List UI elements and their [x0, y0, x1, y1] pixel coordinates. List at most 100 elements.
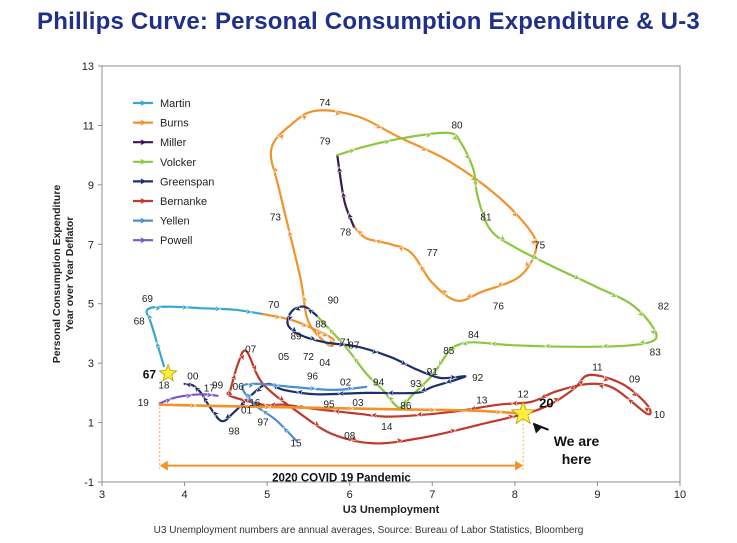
series-point-yellen — [309, 384, 317, 392]
series-point-volcker — [438, 358, 446, 367]
series-point-bernanke — [576, 379, 584, 388]
x-tick-label: 8 — [512, 489, 518, 501]
series-point-martin — [154, 305, 162, 313]
legend-marker-greenspan — [140, 178, 147, 185]
point-label-76: 76 — [493, 302, 505, 313]
page-title: Phillips Curve: Personal Consumption Exp… — [37, 8, 700, 35]
series-point-bernanke — [449, 427, 457, 435]
callout-layer: 67 20 We are here 2020 COVID 19 Pandemic — [143, 363, 600, 485]
star-67-marker — [158, 363, 178, 382]
series-point-2020-path — [189, 401, 197, 409]
series-point-burns — [529, 238, 537, 247]
y-axis-label-line: Personal Consumption Expenditure — [51, 185, 63, 364]
point-label-03: 03 — [352, 398, 364, 409]
series-miller — [336, 154, 355, 228]
series-point-burns — [287, 229, 295, 238]
series-point-volcker — [461, 339, 469, 347]
series-point-greenspan — [420, 385, 429, 393]
series-point-volcker — [543, 342, 551, 350]
point-label-85: 85 — [443, 346, 455, 357]
point-label-83: 83 — [650, 348, 662, 359]
series-point-volcker — [402, 397, 411, 405]
series-point-martin — [181, 303, 189, 311]
x-tick-label: 9 — [594, 489, 600, 501]
point-label-78: 78 — [340, 227, 352, 238]
series-point-volcker — [490, 340, 498, 348]
star-67-label: 67 — [143, 368, 157, 382]
point-label-69: 69 — [142, 294, 154, 305]
series-line-2020-path — [158, 403, 525, 415]
y-tick-label: 5 — [88, 299, 94, 311]
point-label-77: 77 — [427, 248, 439, 259]
series-point-greenspan — [399, 358, 408, 365]
series-point-2020-path — [346, 404, 354, 412]
series-point-bernanke — [510, 399, 519, 407]
we-are-here-text-line2: here — [562, 451, 592, 467]
series-point-bernanke — [597, 383, 606, 391]
point-label-19: 19 — [138, 398, 150, 409]
point-label-79: 79 — [319, 137, 331, 148]
y-tick-label: 11 — [83, 120, 94, 132]
series-point-volcker — [462, 152, 470, 161]
series-point-greenspan — [255, 385, 264, 393]
x-tick-label: 6 — [347, 489, 353, 501]
series-point-greenspan — [212, 410, 221, 419]
series-point-volcker — [383, 138, 391, 146]
series-point-bernanke — [229, 373, 237, 382]
series-point-2020-path — [264, 403, 272, 411]
point-label-90: 90 — [328, 296, 340, 307]
series-point-powell — [185, 392, 193, 400]
series-point-bernanke — [312, 419, 321, 427]
series-point-volcker — [471, 179, 479, 188]
x-tick-label: 5 — [264, 489, 270, 501]
series-point-bernanke — [277, 394, 285, 402]
series-point-bernanke — [415, 410, 424, 418]
series-point-bernanke — [643, 406, 651, 414]
series-burns — [261, 109, 538, 348]
y-tick-label: 3 — [88, 358, 94, 370]
series-point-bernanke — [540, 392, 548, 399]
series-greenspan — [183, 304, 467, 423]
point-label-88: 88 — [315, 319, 327, 330]
series-point-bernanke — [370, 411, 378, 419]
point-label-08: 08 — [344, 431, 356, 442]
series-point-greenspan — [184, 381, 193, 389]
point-label-07: 07 — [245, 345, 257, 356]
series-point-volcker — [347, 148, 356, 155]
series-point-volcker — [638, 338, 647, 346]
series-powell — [158, 391, 219, 405]
series-point-greenspan — [308, 334, 317, 342]
series-point-bernanke — [250, 363, 257, 372]
series-point-burns — [276, 133, 285, 142]
series-volcker — [315, 131, 658, 409]
series-point-martin — [155, 341, 162, 350]
series-point-powell — [164, 397, 172, 405]
legend-label-greenspan: Greenspan — [160, 176, 214, 188]
series-point-burns — [441, 289, 450, 297]
point-label-05: 05 — [278, 352, 290, 363]
point-label-06: 06 — [233, 382, 245, 393]
y-tick-label: 1 — [88, 418, 94, 430]
series-point-volcker — [450, 133, 459, 141]
series-point-burns — [510, 209, 518, 218]
series-point-burns — [496, 280, 505, 287]
legend-label-burns: Burns — [160, 118, 189, 130]
point-label-74: 74 — [319, 98, 331, 109]
series-point-bernanke — [568, 383, 577, 391]
series-point-greenspan — [337, 389, 345, 398]
series-point-martin — [214, 305, 222, 313]
series-point-bernanke — [627, 398, 636, 406]
x-tick-label: 3 — [99, 489, 105, 501]
series-point-volcker — [328, 328, 336, 336]
point-label-00: 00 — [187, 371, 199, 382]
series-point-burns — [374, 122, 383, 129]
point-label-11: 11 — [592, 363, 603, 374]
series-point-greenspan — [307, 308, 315, 316]
series-point-burns — [419, 144, 428, 152]
series-point-martin — [245, 307, 253, 315]
series-line-yellen — [241, 382, 368, 442]
point-label-93: 93 — [410, 379, 422, 390]
point-label-72: 72 — [303, 352, 315, 363]
series-point-volcker — [648, 328, 656, 336]
series-yellen — [241, 381, 368, 442]
